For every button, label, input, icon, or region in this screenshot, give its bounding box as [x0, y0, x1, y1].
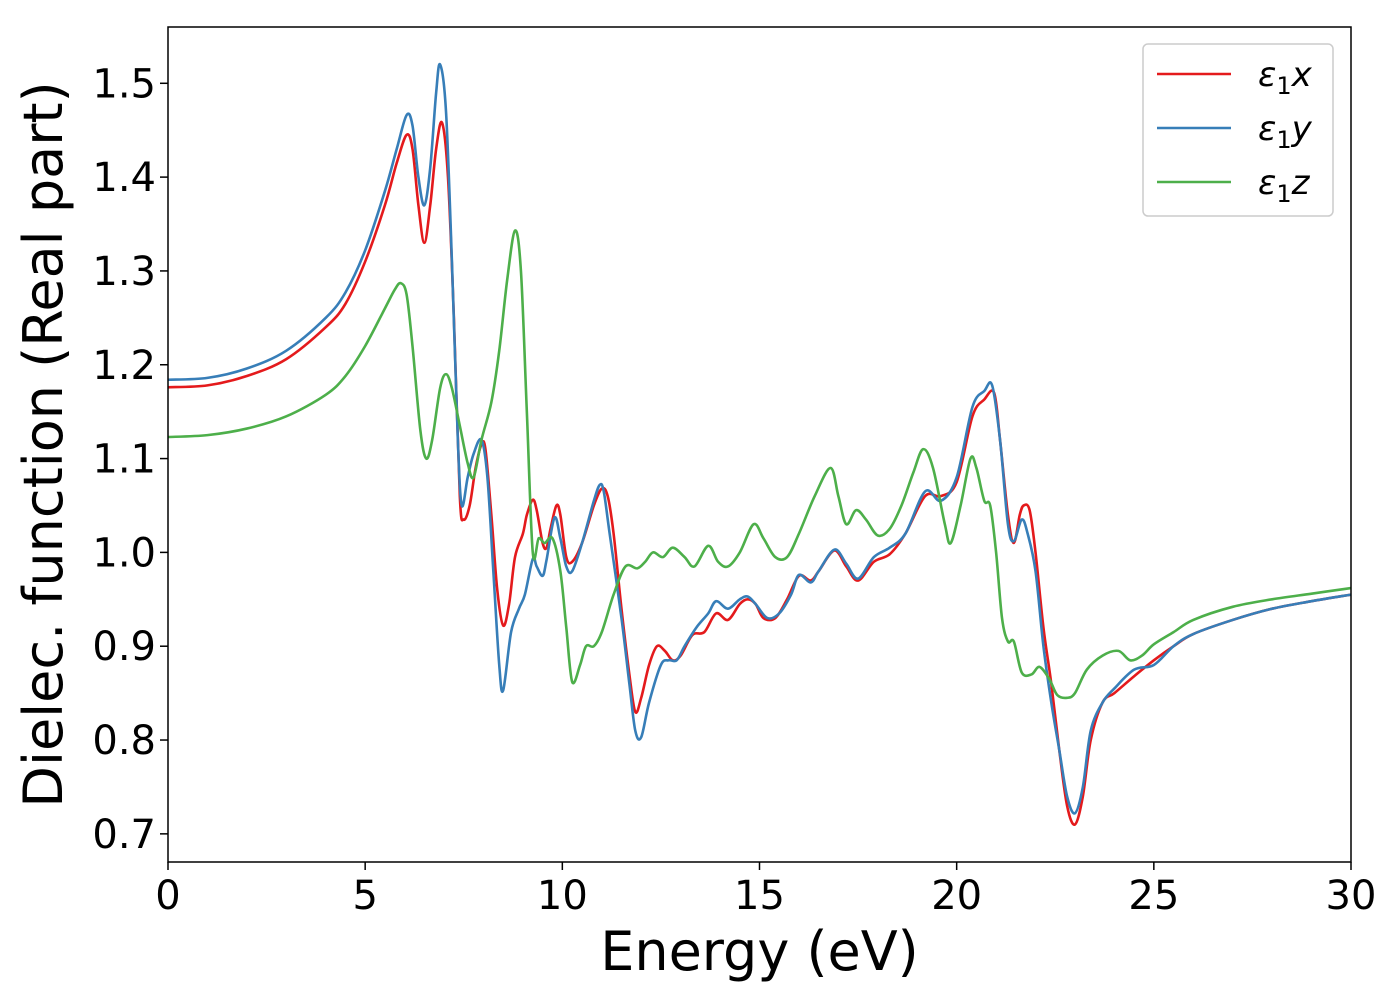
y-tick-label: 1.4	[92, 155, 156, 201]
y-tick-label: 1.0	[92, 530, 156, 576]
legend-box	[1142, 43, 1334, 217]
x-tick-label: 15	[734, 873, 785, 919]
x-axis-title: Energy (eV)	[600, 920, 919, 983]
y-axis-title: Dielec. function (Real part)	[12, 81, 75, 807]
y-tick-label: 0.8	[92, 718, 156, 764]
series-line-z	[167, 229, 1352, 700]
series-lines	[167, 62, 1352, 826]
y-axis: 0.7 0.8 0.9 1.0 1.1 1.2 1.3 1.4 1.5	[92, 61, 168, 858]
x-tick-label: 30	[1326, 873, 1377, 919]
legend: ε1x ε1y ε1z	[1142, 43, 1334, 217]
x-tick-label: 10	[537, 873, 588, 919]
x-tick-label: 25	[1128, 873, 1179, 919]
y-tick-label: 0.7	[92, 812, 156, 858]
legend-label-z: ε1z	[1258, 163, 1311, 208]
y-tick-label: 1.1	[92, 437, 156, 483]
legend-label-y: ε1y	[1258, 109, 1313, 154]
series-line-y	[167, 62, 1352, 815]
y-tick-label: 1.3	[92, 249, 156, 295]
x-tick-label: 0	[155, 873, 180, 919]
y-tick-label: 1.5	[92, 61, 156, 107]
x-tick-label: 5	[352, 873, 377, 919]
x-tick-label: 20	[931, 873, 982, 919]
x-axis: 0 5 10 15 20 25 30	[155, 862, 1376, 919]
y-tick-label: 1.2	[92, 343, 156, 389]
legend-label-x: ε1x	[1258, 55, 1313, 100]
y-tick-label: 0.9	[92, 624, 156, 670]
